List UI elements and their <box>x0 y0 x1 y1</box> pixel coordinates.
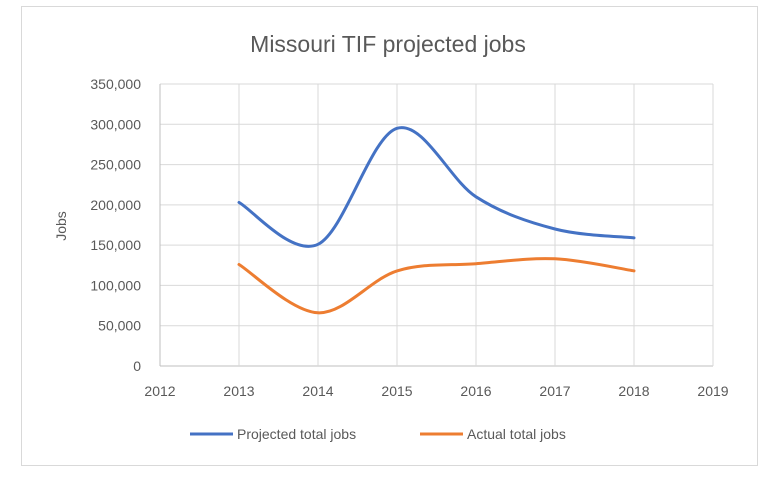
x-tick-label: 2015 <box>381 383 412 399</box>
x-tick-label: 2012 <box>144 383 175 399</box>
y-tick-label: 50,000 <box>98 318 141 334</box>
y-tick-label: 150,000 <box>90 237 141 253</box>
legend-label: Projected total jobs <box>237 426 356 442</box>
x-tick-label: 2017 <box>539 383 570 399</box>
y-tick-label: 200,000 <box>90 197 141 213</box>
x-tick-label: 2019 <box>697 383 728 399</box>
y-tick-label: 300,000 <box>90 116 141 132</box>
x-tick-label: 2016 <box>460 383 491 399</box>
chart-frame <box>21 6 758 466</box>
x-tick-label: 2014 <box>302 383 333 399</box>
series-line-actual <box>237 257 636 315</box>
chart-title: Missouri TIF projected jobs <box>250 31 526 57</box>
y-tick-label: 100,000 <box>90 277 141 293</box>
y-axis-label: Jobs <box>53 211 69 241</box>
series-line-projected <box>237 126 636 248</box>
y-tick-label: 250,000 <box>90 157 141 173</box>
x-tick-label: 2018 <box>618 383 649 399</box>
y-tick-label: 350,000 <box>90 76 141 92</box>
legend-label: Actual total jobs <box>467 426 566 442</box>
y-tick-label: 0 <box>133 358 141 374</box>
x-tick-label: 2013 <box>223 383 254 399</box>
